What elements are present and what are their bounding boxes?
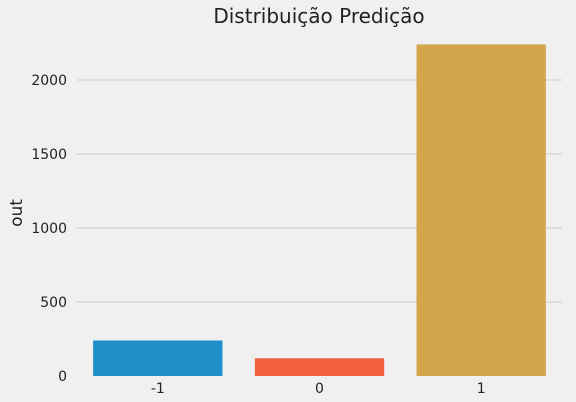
x-tick-labels: -1 0 1: [151, 381, 486, 397]
bars: [93, 44, 546, 376]
bar-1: [416, 44, 546, 376]
y-tick-label: 1500: [31, 147, 67, 163]
y-tick-label: 0: [58, 369, 67, 385]
y-axis-label: out: [7, 199, 27, 227]
y-tick-label: 2000: [31, 73, 67, 89]
y-tick-label: 1000: [31, 221, 67, 237]
y-tick-labels: 0 500 1000 1500 2000: [31, 73, 67, 385]
x-tick-label: 1: [477, 381, 486, 397]
chart-title: Distribuição Predição: [213, 4, 424, 28]
y-tick-label: 500: [40, 295, 67, 311]
x-tick-label: 0: [315, 381, 324, 397]
bar-0: [254, 358, 385, 376]
bar--1: [93, 340, 223, 376]
x-tick-label: -1: [151, 381, 165, 397]
